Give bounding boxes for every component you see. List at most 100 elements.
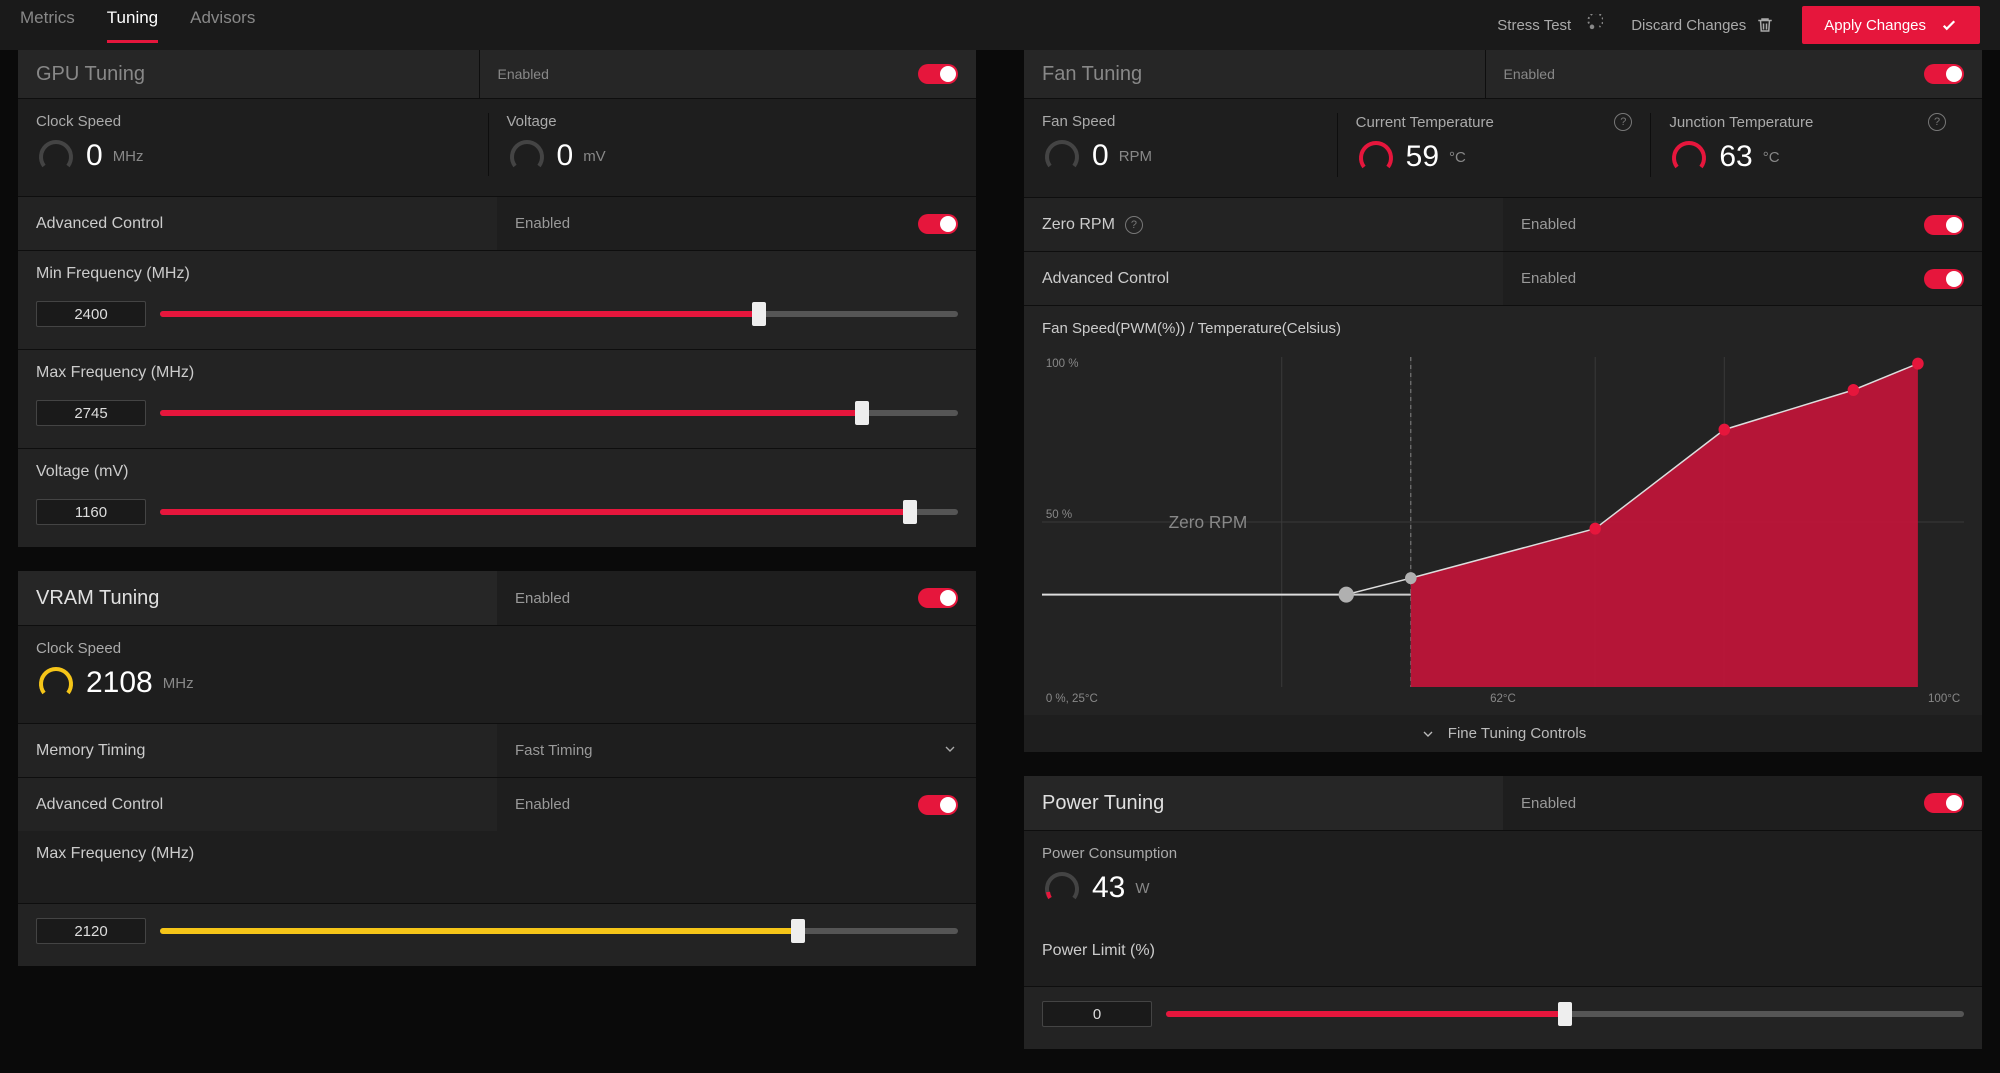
- vram-clock-label: Clock Speed: [36, 640, 940, 657]
- memory-timing-dropdown[interactable]: Fast Timing: [497, 724, 976, 777]
- max-freq-input[interactable]: [36, 400, 146, 426]
- gpu-voltage-value: 0: [557, 139, 574, 173]
- min-freq-slider[interactable]: [160, 311, 958, 317]
- power-enabled-toggle[interactable]: [1924, 793, 1964, 813]
- gauge-arc-icon: [1042, 136, 1082, 176]
- gpu-voltage-cell: Voltage 0 mV: [488, 113, 959, 176]
- info-icon[interactable]: ?: [1928, 113, 1946, 131]
- chevron-down-icon: [1420, 726, 1436, 742]
- junc-temp-label: Junction Temperature: [1669, 114, 1813, 131]
- fan-speed-label: Fan Speed: [1042, 113, 1319, 130]
- info-icon[interactable]: ?: [1125, 216, 1143, 234]
- gauge-arc-icon: [36, 136, 76, 176]
- info-icon[interactable]: ?: [1614, 113, 1632, 131]
- power-cons-label: Power Consumption: [1042, 845, 1946, 862]
- trash-icon: [1756, 16, 1774, 34]
- svg-text:50 %: 50 %: [1046, 508, 1073, 521]
- voltage-slider[interactable]: [160, 509, 958, 515]
- gpu-enabled-toggle[interactable]: [918, 64, 958, 84]
- gpu-adv-label: Advanced Control: [18, 197, 497, 250]
- vram-clock-cell: Clock Speed 2108 MHz: [36, 640, 958, 703]
- memory-timing-value: Fast Timing: [515, 742, 593, 759]
- topbar: Metrics Tuning Advisors Stress Test Disc…: [0, 0, 2000, 50]
- max-freq-slider[interactable]: [160, 410, 958, 416]
- stress-test-button[interactable]: Stress Test: [1497, 14, 1603, 36]
- fan-enabled-toggle[interactable]: [1924, 64, 1964, 84]
- max-freq-label: Max Frequency (MHz): [36, 364, 958, 382]
- power-cons-cell: Power Consumption 43 W: [1042, 845, 1964, 908]
- curr-temp-unit: °C: [1449, 149, 1466, 166]
- svg-text:Zero RPM: Zero RPM: [1169, 512, 1248, 532]
- svg-text:62°C: 62°C: [1490, 692, 1516, 705]
- tab-advisors[interactable]: Advisors: [190, 8, 255, 43]
- fine-tune-label: Fine Tuning Controls: [1448, 725, 1586, 742]
- gpu-adv-toggle[interactable]: [918, 214, 958, 234]
- tab-metrics[interactable]: Metrics: [20, 8, 75, 43]
- fan-speed-unit: RPM: [1119, 148, 1152, 165]
- zero-rpm-toggle[interactable]: [1924, 215, 1964, 235]
- tab-tuning[interactable]: Tuning: [107, 8, 158, 43]
- gpu-tuning-panel: GPU Tuning Enabled Clock Speed 0 MHz Vol…: [18, 50, 976, 547]
- fan-title: Fan Tuning: [1042, 63, 1503, 86]
- memory-timing-label: Memory Timing: [18, 724, 497, 777]
- vram-enabled-label: Enabled: [515, 590, 570, 607]
- svg-text:0 %, 25°C: 0 %, 25°C: [1046, 692, 1098, 705]
- power-limit-input[interactable]: [1042, 1001, 1152, 1027]
- vram-adv-toggle[interactable]: [918, 795, 958, 815]
- vram-adv-enabled: Enabled: [515, 796, 570, 813]
- fan-speed-value: 0: [1092, 139, 1109, 173]
- fan-curve-chart[interactable]: 100 % 50 % 0 %, 25°C 62°C 100°C Zero RPM: [1042, 347, 1964, 707]
- apply-button[interactable]: Apply Changes: [1802, 6, 1980, 44]
- gpu-clock-value: 0: [86, 139, 103, 173]
- gauge-arc-icon: [1042, 868, 1082, 908]
- vram-max-freq-input[interactable]: [36, 918, 146, 944]
- vram-title: VRAM Tuning: [36, 587, 479, 610]
- gpu-voltage-unit: mV: [583, 148, 606, 165]
- fan-enabled-label: Enabled: [1504, 66, 1555, 82]
- discard-label: Discard Changes: [1631, 17, 1746, 34]
- power-cons-unit: W: [1135, 880, 1149, 897]
- gpu-clock-label: Clock Speed: [36, 113, 470, 130]
- chevron-down-icon: [942, 741, 958, 761]
- gauge-arc-icon: [1669, 137, 1709, 177]
- fan-speed-cell: Fan Speed 0 RPM: [1042, 113, 1337, 177]
- vram-clock-value: 2108: [86, 666, 153, 700]
- fan-panel: Fan Tuning Enabled Fan Speed 0 RPM: [1024, 50, 1982, 752]
- fan-adv-toggle[interactable]: [1924, 269, 1964, 289]
- zero-rpm-enabled: Enabled: [1521, 216, 1576, 233]
- vram-clock-unit: MHz: [163, 675, 194, 692]
- fan-adv-enabled: Enabled: [1521, 270, 1576, 287]
- topbar-right: Stress Test Discard Changes Apply Change…: [1497, 6, 1980, 44]
- min-freq-label: Min Frequency (MHz): [36, 265, 958, 283]
- power-enabled-label: Enabled: [1521, 795, 1576, 812]
- fan-adv-label: Advanced Control: [1024, 252, 1503, 305]
- gauge-icon: [1581, 14, 1603, 36]
- svg-text:100°C: 100°C: [1928, 692, 1961, 705]
- vram-enabled-toggle[interactable]: [918, 588, 958, 608]
- vram-panel: VRAM Tuning Enabled Clock Speed 2108 MHz: [18, 571, 976, 966]
- right-column: Fan Tuning Enabled Fan Speed 0 RPM: [1024, 50, 1982, 1073]
- check-icon: [1940, 16, 1958, 34]
- vram-adv-label: Advanced Control: [18, 778, 497, 831]
- gpu-clock-unit: MHz: [113, 148, 144, 165]
- gpu-adv-enabled: Enabled: [515, 215, 570, 232]
- power-title: Power Tuning: [1042, 792, 1485, 815]
- power-limit-slider[interactable]: [1166, 1011, 1964, 1017]
- stress-test-label: Stress Test: [1497, 17, 1571, 34]
- fine-tune-toggle[interactable]: Fine Tuning Controls: [1024, 715, 1982, 752]
- gpu-clock-cell: Clock Speed 0 MHz: [36, 113, 488, 176]
- junc-temp-cell: Junction Temperature ? 63 °C: [1650, 113, 1964, 177]
- curr-temp-label: Current Temperature: [1356, 114, 1494, 131]
- voltage-input[interactable]: [36, 499, 146, 525]
- curr-temp-value: 59: [1406, 140, 1439, 174]
- power-limit-label: Power Limit (%): [1042, 942, 1964, 960]
- gauge-arc-icon: [36, 663, 76, 703]
- junc-temp-unit: °C: [1763, 149, 1780, 166]
- fan-chart: Fan Speed(PWM(%)) / Temperature(Celsius)…: [1024, 305, 1982, 715]
- fan-chart-title: Fan Speed(PWM(%)) / Temperature(Celsius): [1042, 320, 1964, 337]
- vram-max-freq-slider[interactable]: [160, 928, 958, 934]
- discard-button[interactable]: Discard Changes: [1631, 16, 1774, 34]
- svg-text:100 %: 100 %: [1046, 357, 1079, 370]
- min-freq-input[interactable]: [36, 301, 146, 327]
- curr-temp-cell: Current Temperature ? 59 °C: [1337, 113, 1651, 177]
